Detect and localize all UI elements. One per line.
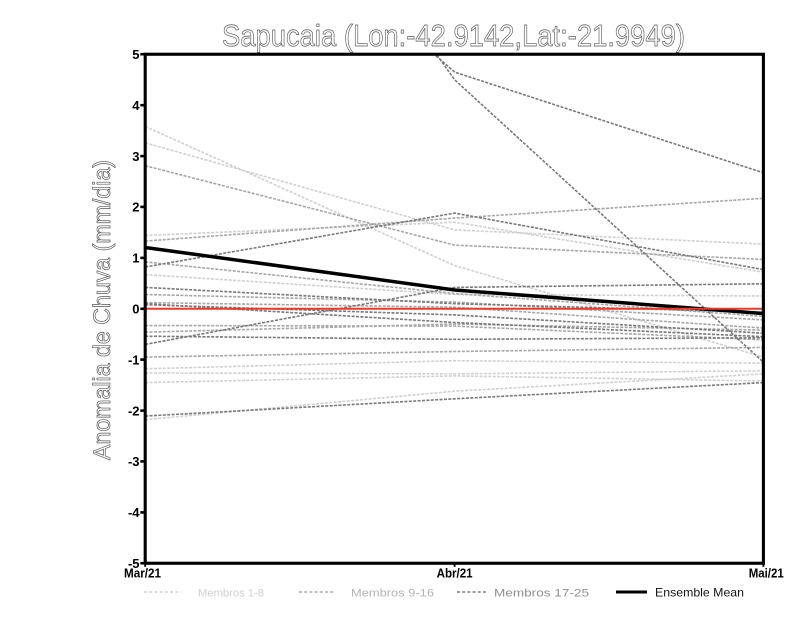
svg-text:5: 5	[132, 47, 139, 62]
svg-text:Sapucaia (Lon:-42.9142,Lat:-21: Sapucaia (Lon:-42.9142,Lat:-21.9949)	[222, 18, 685, 53]
svg-text:-2: -2	[128, 403, 140, 418]
svg-text:2: 2	[132, 200, 139, 215]
svg-text:3: 3	[132, 149, 139, 164]
svg-text:Ensemble Mean: Ensemble Mean	[655, 586, 744, 600]
svg-text:Mar/21: Mar/21	[124, 566, 161, 581]
svg-text:-4: -4	[128, 505, 140, 520]
svg-text:Membros 17-25: Membros 17-25	[494, 588, 589, 600]
svg-text:-5: -5	[128, 556, 140, 571]
svg-text:Mai/21: Mai/21	[749, 566, 784, 581]
svg-text:4: 4	[132, 98, 140, 113]
svg-text:-3: -3	[128, 454, 140, 469]
svg-text:1: 1	[132, 251, 139, 266]
svg-text:-1: -1	[128, 352, 140, 367]
svg-text:Abr/21: Abr/21	[437, 566, 473, 581]
svg-text:Membros 1-8: Membros 1-8	[198, 588, 264, 600]
svg-text:Anomalia de Chuva (mm/dia): Anomalia de Chuva (mm/dia)	[89, 160, 116, 460]
svg-text:0: 0	[132, 302, 139, 317]
svg-text:Membros 9-16: Membros 9-16	[351, 588, 434, 600]
